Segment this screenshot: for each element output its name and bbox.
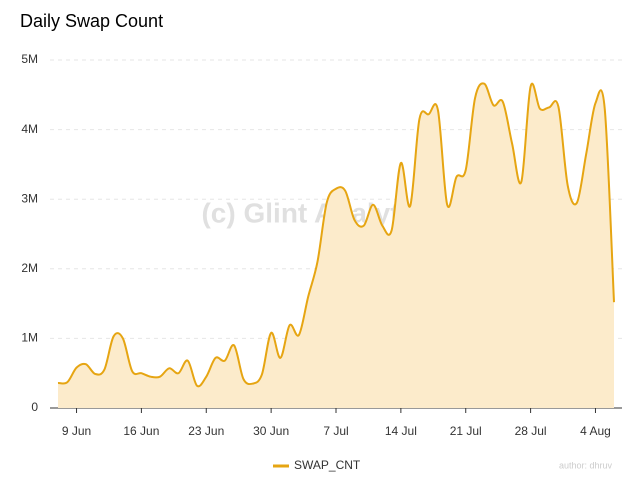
- x-tick-label: 23 Jun: [188, 424, 224, 438]
- x-tick-label: 4 Aug: [580, 424, 611, 438]
- y-tick-label: 3M: [21, 191, 38, 205]
- legend-label: SWAP_CNT: [294, 458, 361, 472]
- x-tick-label: 14 Jul: [385, 424, 417, 438]
- x-tick-label: 28 Jul: [515, 424, 547, 438]
- x-tick-label: 21 Jul: [450, 424, 482, 438]
- x-tick-label: 7 Jul: [323, 424, 348, 438]
- y-tick-label: 5M: [21, 52, 38, 66]
- author: author: dhruv: [559, 460, 613, 470]
- x-tick-label: 16 Jun: [123, 424, 159, 438]
- y-tick-label: 0: [31, 400, 38, 414]
- y-tick-label: 2M: [21, 261, 38, 275]
- area-fill: [58, 83, 614, 408]
- x-tick-label: 30 Jun: [253, 424, 289, 438]
- y-tick-label: 4M: [21, 122, 38, 136]
- y-tick-label: 1M: [21, 331, 38, 345]
- chart-title: Daily Swap Count: [20, 11, 163, 31]
- area-line: [57, 82, 615, 388]
- x-tick-label: 9 Jun: [62, 424, 91, 438]
